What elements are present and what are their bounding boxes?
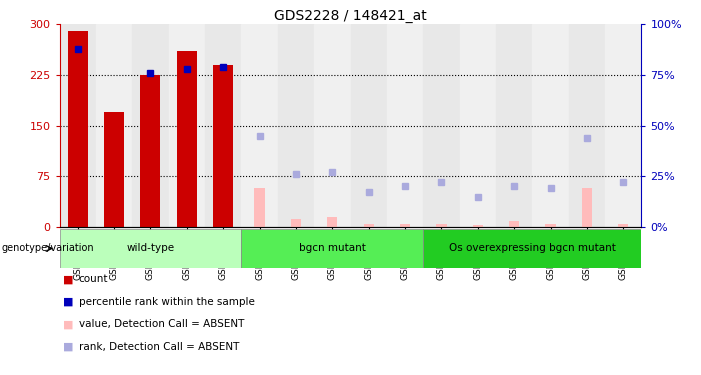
Bar: [423, 229, 641, 268]
Bar: [213, 65, 233, 227]
Bar: [68, 31, 88, 227]
Bar: [460, 24, 496, 227]
Text: ■: ■: [63, 274, 74, 284]
Bar: [278, 24, 314, 227]
Bar: [436, 224, 447, 227]
Bar: [327, 217, 337, 227]
Bar: [569, 24, 605, 227]
Bar: [314, 24, 350, 227]
Bar: [241, 24, 278, 227]
Text: value, Detection Call = ABSENT: value, Detection Call = ABSENT: [79, 320, 244, 329]
Bar: [472, 225, 483, 227]
Text: Os overexpressing bgcn mutant: Os overexpressing bgcn mutant: [449, 243, 615, 254]
Bar: [582, 188, 592, 227]
Bar: [205, 24, 241, 227]
Bar: [496, 24, 532, 227]
Bar: [532, 24, 569, 227]
Bar: [400, 224, 410, 227]
Bar: [605, 24, 641, 227]
Bar: [60, 229, 241, 268]
Text: wild-type: wild-type: [126, 243, 175, 254]
Bar: [104, 112, 124, 227]
Bar: [241, 229, 423, 268]
Bar: [291, 219, 301, 227]
Bar: [350, 24, 387, 227]
Bar: [140, 75, 161, 227]
Bar: [618, 224, 628, 227]
Bar: [423, 24, 460, 227]
Bar: [177, 51, 197, 227]
Bar: [387, 24, 423, 227]
Text: genotype/variation: genotype/variation: [1, 243, 94, 254]
Bar: [545, 224, 556, 227]
Bar: [60, 24, 96, 227]
Text: GDS2228 / 148421_at: GDS2228 / 148421_at: [274, 9, 427, 23]
Bar: [254, 188, 265, 227]
Bar: [364, 224, 374, 227]
Text: ■: ■: [63, 297, 74, 307]
Text: ■: ■: [63, 342, 74, 352]
Bar: [509, 222, 519, 227]
Text: ■: ■: [63, 320, 74, 329]
Text: rank, Detection Call = ABSENT: rank, Detection Call = ABSENT: [79, 342, 239, 352]
Text: bgcn mutant: bgcn mutant: [299, 243, 366, 254]
Bar: [132, 24, 169, 227]
Bar: [169, 24, 205, 227]
Bar: [96, 24, 132, 227]
Text: count: count: [79, 274, 108, 284]
Text: percentile rank within the sample: percentile rank within the sample: [79, 297, 254, 307]
